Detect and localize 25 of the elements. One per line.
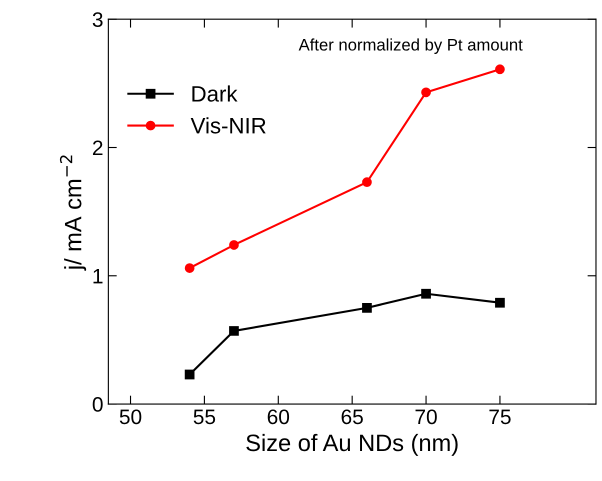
point [229,326,239,336]
legend-label: Dark [192,85,238,102]
point [229,240,239,250]
y-tick-label: 1 [94,268,102,284]
point [421,288,431,299]
x-tick-label: 65 [342,409,363,424]
point [362,177,372,187]
y-tick-label: 0 [92,397,103,412]
y-axis-title: j/ mA cm$^{−2}$ [60,155,86,271]
x-tick-label: 55 [194,410,216,424]
point [184,370,194,380]
x-tick-label: 70 [416,409,437,424]
annotation: After normalized by Pt amount [298,38,523,54]
y-tick-label: 2 [92,140,102,156]
point [495,298,505,308]
point [421,87,431,98]
point [495,64,505,74]
point [362,302,372,313]
y-tick-label: 3 [92,12,103,27]
x-tick-label: 60 [268,409,290,424]
x-tick-label: 50 [120,409,142,424]
legend-label: Vis-NIR [190,117,266,134]
x-axis-title: Size of Au NDs (nm) [246,434,458,456]
point [184,263,194,273]
x-tick-label: 75 [489,410,511,424]
